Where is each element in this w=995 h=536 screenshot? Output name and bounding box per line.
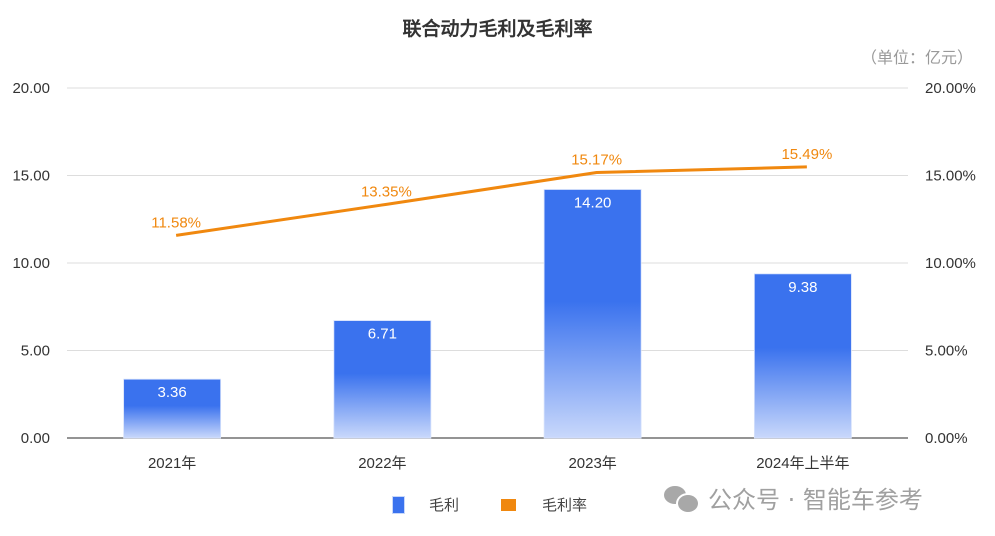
bar-value-label: 14.20 [574, 195, 612, 212]
y-right-tick: 10.00% [925, 255, 976, 272]
y-right-tick: 15.00% [925, 168, 976, 185]
line-value-label: 15.17% [571, 152, 622, 169]
y-right-tick: 20.00% [925, 80, 976, 97]
bar-swatch-icon [392, 495, 405, 514]
margin-line[interactable] [175, 165, 807, 237]
line-swatch-icon [501, 498, 517, 511]
legend-label: 毛利 [429, 496, 460, 514]
bar[interactable] [543, 189, 642, 439]
bar-value-label: 3.36 [158, 384, 187, 401]
x-axis: 2021年 2022年 2023年 2024年上半年 [148, 455, 850, 472]
x-tick: 2024年上半年 [756, 455, 849, 472]
legend-label: 毛利率 [542, 496, 588, 514]
y-left-tick: 20.00 [12, 80, 50, 97]
bar[interactable] [333, 320, 432, 439]
watermark-text: 公众号 · 智能车参考 [708, 486, 923, 514]
line-value-label: 11.58% [151, 214, 201, 231]
y-axis-right: 0.00% 5.00% 10.00% 15.00% 20.00% [925, 80, 976, 447]
x-tick: 2021年 [148, 455, 196, 472]
bar[interactable] [753, 273, 852, 439]
chart-title: 联合动力毛利及毛利率 [402, 18, 593, 40]
y-left-tick: 15.00 [12, 168, 50, 185]
bar-value-label: 9.38 [788, 279, 817, 296]
bar[interactable] [123, 378, 222, 439]
watermark: 公众号 · 智能车参考 [664, 480, 923, 515]
y-axis-left: 0.00 5.00 10.00 15.00 20.00 [12, 80, 50, 447]
x-tick: 2023年 [568, 455, 616, 472]
x-tick: 2022年 [358, 455, 406, 472]
line-value-label: 13.35% [361, 183, 412, 200]
bar-series-gross-profit: 3.36 6.71 14.20 9.38 [123, 189, 852, 439]
legend-item-gross-profit[interactable]: 毛利 [392, 494, 459, 515]
bar-value-label: 6.71 [368, 326, 397, 343]
line-series-gross-margin: 11.58% 13.35% 15.17% 15.49% [151, 146, 832, 237]
legend: 毛利 毛利率 [392, 494, 629, 515]
line-value-label: 15.49% [781, 146, 832, 163]
y-left-tick: 10.00 [12, 255, 50, 272]
y-right-tick: 5.00% [925, 343, 968, 360]
y-left-tick: 0.00 [21, 430, 50, 447]
unit-label: （单位：亿元） [860, 48, 973, 67]
y-right-tick: 0.00% [925, 430, 968, 447]
y-left-tick: 5.00 [21, 343, 50, 360]
legend-item-gross-margin[interactable]: 毛利率 [501, 494, 587, 515]
wechat-icon [664, 484, 700, 514]
